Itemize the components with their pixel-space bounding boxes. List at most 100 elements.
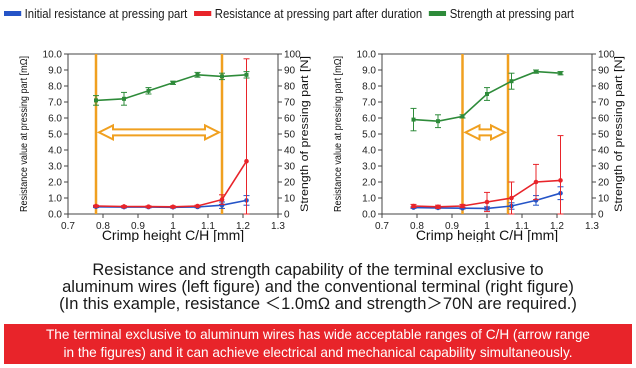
data-point [122, 204, 127, 209]
y2-tick-label: 20 [284, 178, 296, 189]
y-axis-title: Resistance value at pressing part [mΩ] [19, 56, 30, 212]
y-tick-label: 9.0 [362, 66, 376, 77]
y2-tick-label: 0 [284, 210, 290, 221]
y-tick-label: 0.0 [362, 210, 376, 221]
x-tick-label: 0.7 [61, 221, 75, 232]
legend-label: Resistance at pressing part after durati… [215, 6, 422, 21]
y-tick-label: 10.0 [43, 50, 63, 61]
data-point [436, 119, 440, 123]
y2-tick-label: 10 [284, 194, 296, 205]
x-tick-label: 0.7 [375, 221, 389, 232]
data-point [559, 71, 563, 75]
y2-tick-label: 70 [598, 98, 610, 109]
y-tick-label: 1.0 [48, 194, 62, 205]
y2-tick-label: 60 [284, 114, 296, 125]
chart-left: 0.0 1.0 2.0 3.0 4.0 5.0 6.0 7.0 8.0 9.0 10.0 0 10 20 3… [2, 30, 320, 242]
y-tick-label: 3.0 [362, 162, 376, 173]
range-arrow [99, 125, 219, 139]
data-point [245, 73, 249, 77]
data-point [436, 205, 441, 210]
data-point [460, 204, 465, 209]
y-tick-label: 7.0 [362, 98, 376, 109]
data-point [171, 81, 175, 85]
y-tick-label: 4.0 [362, 146, 376, 157]
y2-tick-label: 50 [284, 130, 296, 141]
x-axis-title: Crimp height C/H [mm] [416, 227, 558, 242]
y2-tick-label: 90 [284, 66, 296, 77]
legend-swatch-green [429, 11, 446, 16]
legend-label: Strength at pressing part [450, 6, 574, 21]
y2-tick-label: 30 [284, 162, 296, 173]
y2-tick-label: 40 [598, 146, 610, 157]
banner-line-2: in the figures) and it can achieve elect… [4, 344, 632, 362]
y-tick-label: 2.0 [48, 178, 62, 189]
legend-item-strength: Strength at pressing part [429, 6, 574, 21]
y-tick-label: 2.0 [362, 178, 376, 189]
y-tick-label: 5.0 [362, 130, 376, 141]
y2-tick-label: 80 [284, 82, 296, 93]
data-point [485, 200, 490, 205]
legend-swatch-blue [4, 11, 21, 16]
data-point [558, 178, 563, 183]
y2-tick-label: 90 [598, 66, 610, 77]
caption-line-1: Resistance and strength capability of th… [0, 262, 636, 279]
x-axis-title: Crimp height C/H [mm] [102, 227, 244, 242]
y-tick-label: 9.0 [48, 66, 62, 77]
y2-axis-title: Strength of pressing part [N] [299, 56, 311, 212]
data-point [411, 204, 416, 209]
legend-label: Initial resistance at pressing part [25, 6, 188, 21]
y2-tick-label: 40 [284, 146, 296, 157]
conclusion-banner: The terminal exclusive to aluminum wires… [4, 324, 632, 364]
data-point [146, 204, 151, 209]
data-point [461, 114, 465, 118]
y-tick-label: 8.0 [362, 82, 376, 93]
y2-tick-label: 20 [598, 178, 610, 189]
chart-right: 0.0 1.0 2.0 3.0 4.0 5.0 6.0 7.0 8.0 9.0 10.0 0 10 20 3… [316, 30, 634, 242]
data-point [220, 197, 225, 202]
y-tick-label: 6.0 [48, 114, 62, 125]
y2-tick-label: 60 [598, 114, 610, 125]
y2-tick-label: 30 [598, 162, 610, 173]
data-point [196, 73, 200, 77]
y-axis-title: Resistance value at pressing part [mΩ] [333, 56, 344, 212]
data-point [220, 74, 224, 78]
data-point [534, 180, 539, 185]
banner-line-1: The terminal exclusive to aluminum wires… [4, 326, 632, 344]
data-point [94, 204, 99, 209]
legend-item-resistance-after-duration: Resistance at pressing part after durati… [194, 6, 422, 21]
data-point [244, 159, 249, 164]
data-point [509, 196, 514, 201]
caption-line-2: aluminum wires (left figure) and the con… [0, 279, 636, 296]
data-point [147, 89, 151, 93]
data-point [412, 118, 416, 122]
data-point [122, 97, 126, 101]
y-tick-label: 6.0 [362, 114, 376, 125]
data-point [510, 79, 514, 83]
y-tick-label: 7.0 [48, 98, 62, 109]
chart-legend: Initial resistance at pressing part Resi… [4, 2, 544, 24]
y2-tick-label: 50 [598, 130, 610, 141]
data-point [195, 204, 200, 209]
y-tick-label: 1.0 [362, 194, 376, 205]
x-tick-label: 1.3 [585, 221, 599, 232]
y-tick-label: 0.0 [48, 210, 62, 221]
series-line [96, 75, 247, 101]
y-tick-label: 10.0 [357, 50, 377, 61]
y-tick-label: 5.0 [48, 130, 62, 141]
data-point [94, 98, 98, 102]
legend-item-initial-resistance: Initial resistance at pressing part [4, 6, 187, 21]
y-tick-label: 8.0 [48, 82, 62, 93]
y2-axis-title: Strength of pressing part [N] [613, 56, 625, 212]
y-tick-label: 4.0 [48, 146, 62, 157]
y2-tick-label: 0 [598, 210, 604, 221]
data-point [485, 92, 489, 96]
y2-tick-label: 70 [284, 98, 296, 109]
range-arrow [466, 125, 506, 139]
x-tick-label: 1.3 [271, 221, 285, 232]
caption-line-3: (In this example, resistance ＜1.0mΩ and … [0, 296, 636, 313]
y2-tick-label: 80 [598, 82, 610, 93]
data-point [534, 70, 538, 74]
y2-tick-label: 10 [598, 194, 610, 205]
y-tick-label: 3.0 [48, 162, 62, 173]
legend-swatch-red [194, 11, 211, 16]
